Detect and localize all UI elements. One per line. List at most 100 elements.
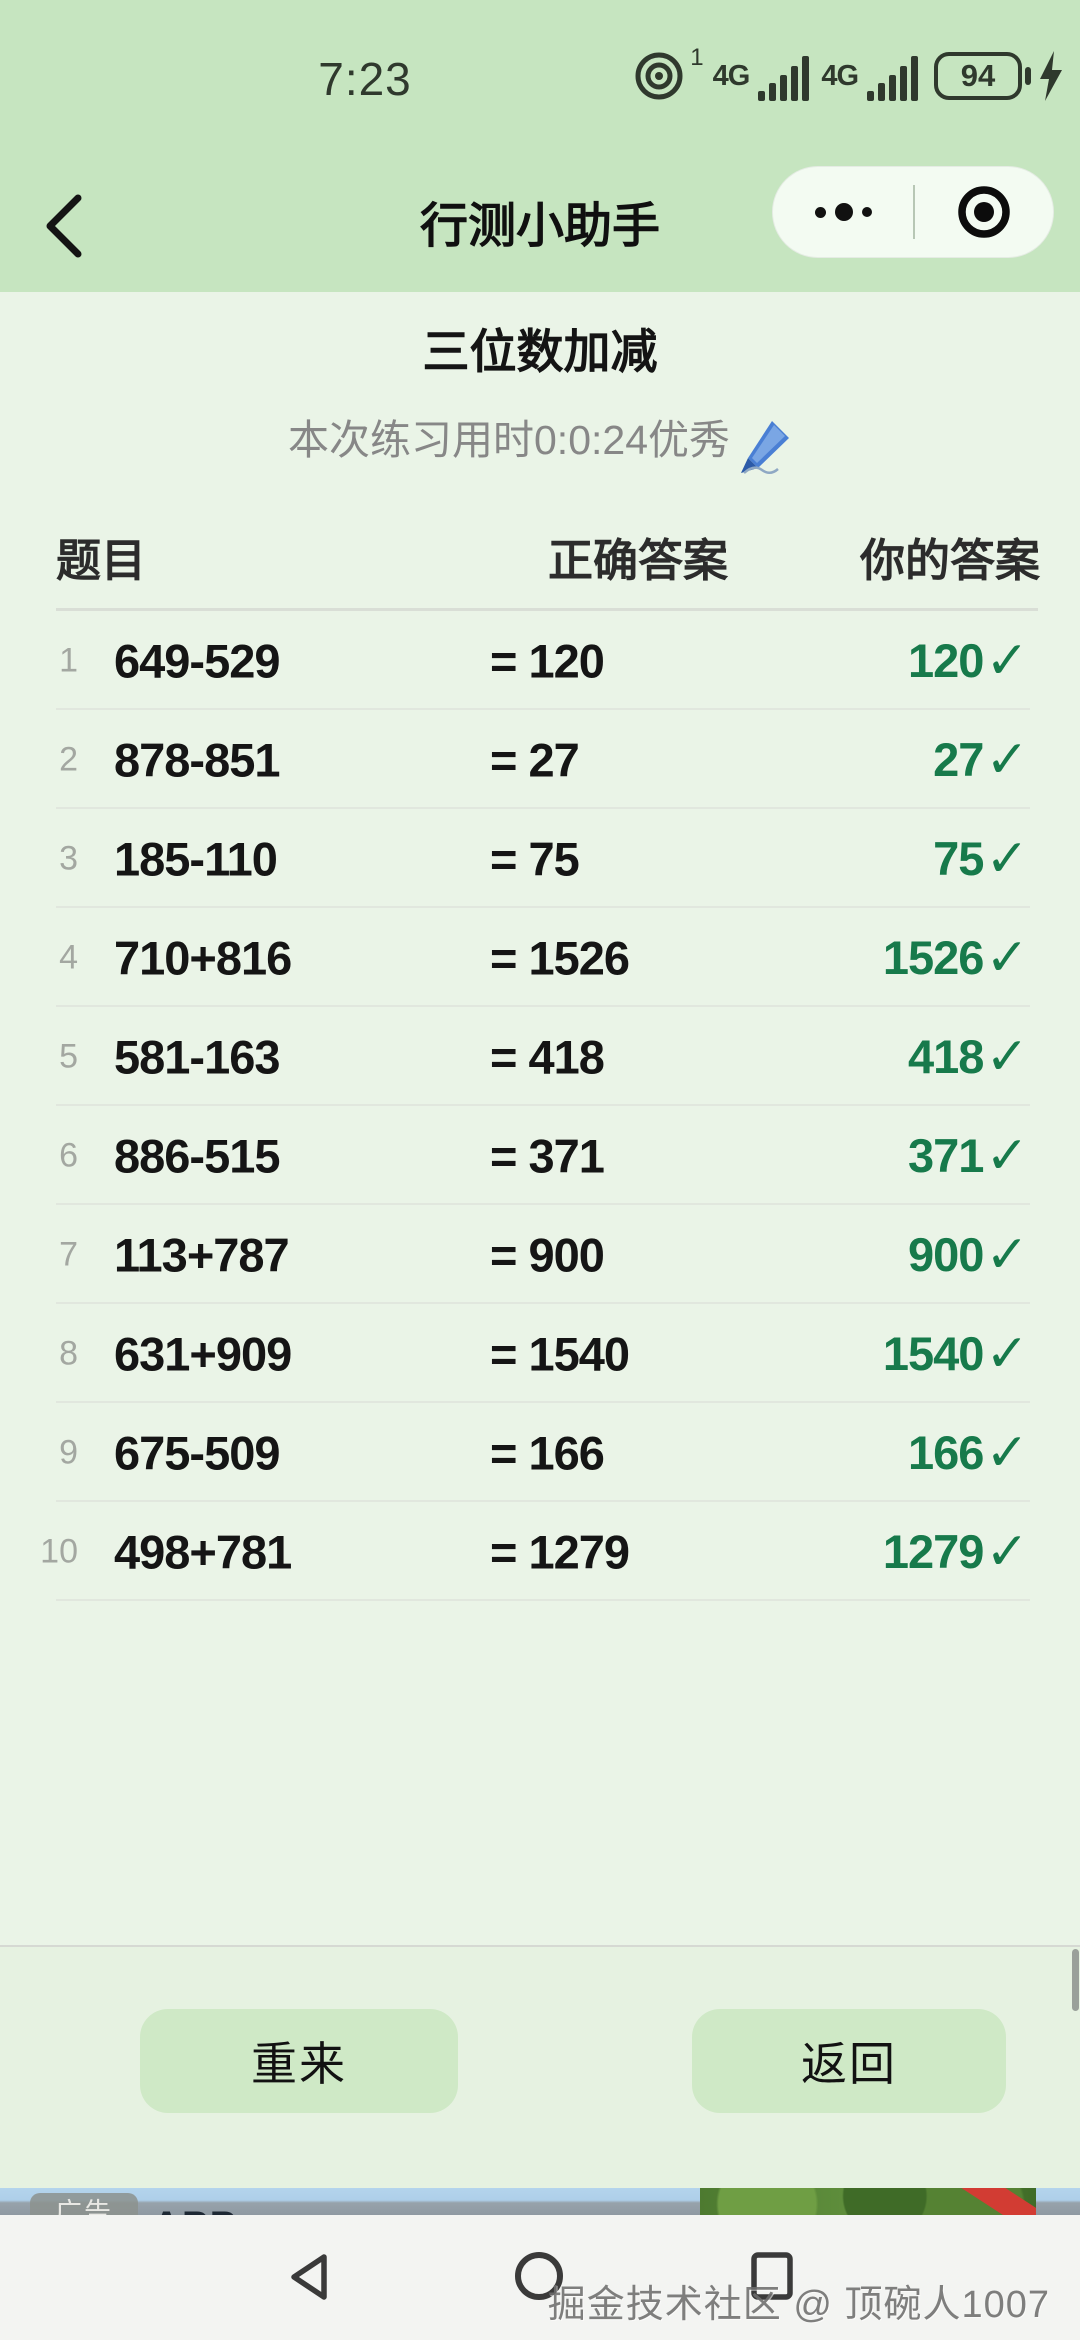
row-number: 4 xyxy=(59,938,78,976)
battery-percent: 94 xyxy=(934,52,1022,100)
user-answer-value: 75 xyxy=(933,832,984,885)
check-icon: ✓ xyxy=(985,1522,1029,1581)
user-answer: 900 ✓ xyxy=(908,1225,1029,1285)
row-number: 10 xyxy=(40,1532,78,1570)
ad-tag: 广告 xyxy=(30,2193,138,2215)
check-icon: ✓ xyxy=(985,1027,1029,1086)
check-icon: ✓ xyxy=(985,730,1029,789)
table-row: 10 498+781 = 1279 1279 ✓ xyxy=(0,1502,1080,1601)
system-nav-bar: 掘金技术社区 @ 顶碗人1007 xyxy=(0,2215,1080,2340)
check-icon: ✓ xyxy=(985,1423,1029,1482)
correct-answer: = 27 xyxy=(490,733,580,786)
column-header-correct: 正确答案 xyxy=(548,535,729,586)
correct-answer: = 1279 xyxy=(490,1525,630,1578)
wechat-capsule xyxy=(772,166,1054,258)
user-answer: 1279 ✓ xyxy=(882,1522,1029,1582)
user-answer-value: 120 xyxy=(908,634,984,687)
practice-summary: 本次练习用时0:0:24优秀 xyxy=(0,404,1080,476)
ad-photo xyxy=(700,2188,1036,2215)
question-text: 185-110 xyxy=(114,832,278,885)
square-recents-icon[interactable] xyxy=(750,2251,794,2301)
battery-nub xyxy=(1025,67,1031,85)
question-text: 498+781 xyxy=(114,1525,292,1578)
table-row: 7 113+787 = 900 900 ✓ xyxy=(0,1205,1080,1304)
row-number: 7 xyxy=(59,1235,78,1273)
row-number: 3 xyxy=(59,839,78,877)
user-answer-value: 27 xyxy=(933,733,984,786)
correct-answer: = 75 xyxy=(490,832,580,885)
question-text: 581-163 xyxy=(114,1030,280,1083)
status-time: 7:23 xyxy=(318,53,412,105)
question-text: 113+787 xyxy=(114,1228,290,1281)
correct-answer: = 120 xyxy=(490,634,605,687)
back-button[interactable] xyxy=(38,192,90,260)
ad-ribbon xyxy=(943,2188,1036,2215)
correct-answer: = 166 xyxy=(490,1426,605,1479)
check-icon: ✓ xyxy=(985,1126,1029,1185)
check-icon: ✓ xyxy=(985,829,1029,888)
footer-actions: 重来 返回 xyxy=(0,1945,1080,2188)
capsule-divider xyxy=(913,185,915,239)
page-title: 行测小助手 xyxy=(419,200,660,253)
row-number: 6 xyxy=(59,1136,78,1174)
user-answer: 166 ✓ xyxy=(908,1423,1029,1483)
column-header-question: 题目 xyxy=(56,535,147,586)
pen-icon xyxy=(741,421,789,474)
user-answer-value: 371 xyxy=(908,1129,984,1182)
user-answer: 1526 ✓ xyxy=(882,928,1029,988)
question-text: 649-529 xyxy=(114,634,280,687)
sim1-network-label: 4G xyxy=(712,59,751,92)
row-number: 1 xyxy=(59,641,78,679)
correct-answer: = 1526 xyxy=(490,931,630,984)
row-number: 5 xyxy=(59,1037,78,1075)
back-button-footer[interactable]: 返回 xyxy=(692,2009,1006,2113)
correct-answer: = 371 xyxy=(490,1129,605,1182)
ad-text-fragment: APP xyxy=(152,2204,237,2215)
signal-bars-icon xyxy=(758,56,810,101)
mini-program-header: 行测小助手 xyxy=(0,160,1080,292)
table-row: 9 675-509 = 166 166 ✓ xyxy=(0,1403,1080,1502)
results-table: 1 649-529 = 120 120 ✓ 2 878-851 = 27 27 ✓ … xyxy=(0,611,1080,1601)
retry-button[interactable]: 重来 xyxy=(140,2009,458,2113)
user-answer: 418 ✓ xyxy=(908,1027,1029,1087)
row-number: 9 xyxy=(59,1433,78,1471)
user-answer-value: 1526 xyxy=(882,931,985,984)
watermark-text: 掘金技术社区 @ 顶碗人1007 xyxy=(547,2284,1050,2326)
question-text: 886-515 xyxy=(114,1129,280,1182)
correct-answer: = 1540 xyxy=(490,1327,630,1380)
circle-home-icon[interactable] xyxy=(514,2251,564,2301)
user-answer: 75 ✓ xyxy=(933,829,1029,889)
column-header-yours: 你的答案 xyxy=(859,535,1040,586)
more-options-button[interactable] xyxy=(773,167,913,257)
close-miniprogram-button[interactable] xyxy=(915,167,1053,257)
question-text: 631+909 xyxy=(114,1327,292,1380)
signal-bars-icon xyxy=(867,56,918,101)
table-row: 3 185-110 = 75 75 ✓ xyxy=(0,809,1080,908)
charging-bolt-icon xyxy=(1040,51,1062,101)
battery-icon: 94 xyxy=(934,52,1031,100)
user-answer-value: 418 xyxy=(908,1030,984,1083)
user-answer-value: 166 xyxy=(908,1426,984,1479)
scrollbar-thumb[interactable] xyxy=(1072,1949,1079,2011)
table-header: 题目 正确答案 你的答案 xyxy=(0,524,1080,586)
table-row: 4 710+816 = 1526 1526 ✓ xyxy=(0,908,1080,1007)
table-row: 1 649-529 = 120 120 ✓ xyxy=(0,611,1080,710)
table-header-divider xyxy=(56,608,1038,611)
table-row: 5 581-163 = 418 418 ✓ xyxy=(0,1007,1080,1106)
user-answer: 27 ✓ xyxy=(933,730,1029,790)
check-icon: ✓ xyxy=(985,1324,1029,1383)
practice-title: 三位数加减 xyxy=(422,325,658,378)
question-text: 878-851 xyxy=(114,733,280,786)
status-icons: 1 4G 4G 94 xyxy=(633,44,1064,104)
triangle-back-icon[interactable] xyxy=(286,2251,332,2303)
target-circle-icon xyxy=(958,186,1010,238)
results-panel: 三位数加减 本次练习用时0:0:24优秀 题目 正确答案 你的答案 1 649-… xyxy=(0,292,1080,1945)
user-answer: 1540 ✓ xyxy=(882,1324,1029,1384)
user-answer: 371 ✓ xyxy=(908,1126,1029,1186)
check-icon: ✓ xyxy=(985,928,1029,987)
user-answer-value: 1540 xyxy=(882,1327,985,1380)
ad-banner[interactable]: 广告 APP xyxy=(0,2188,1080,2215)
user-answer-value: 1279 xyxy=(882,1525,985,1578)
sim2-network-label: 4G xyxy=(821,59,859,92)
